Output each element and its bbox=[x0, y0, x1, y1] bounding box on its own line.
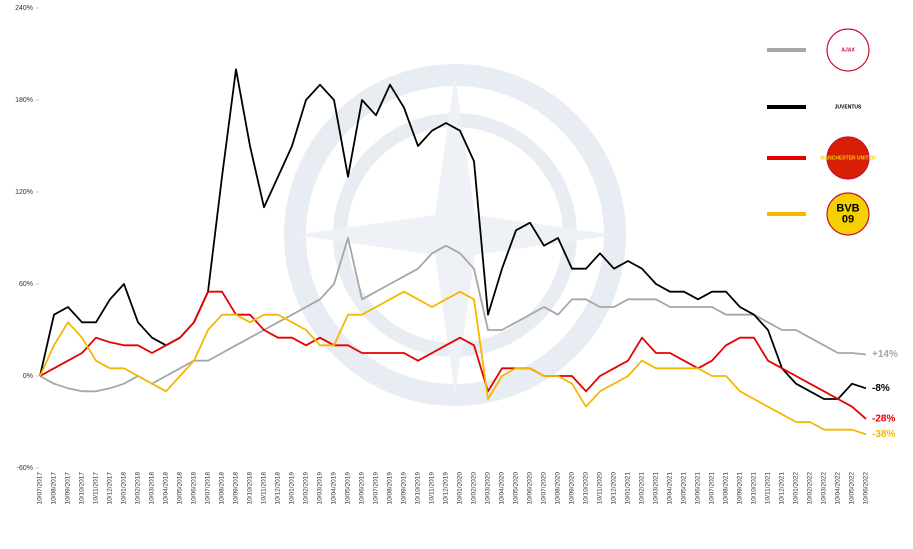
x-tick-label: 10/02/2021 bbox=[639, 472, 646, 505]
x-tick-label: 10/05/2022 bbox=[849, 472, 856, 505]
series-line bbox=[39, 290, 867, 420]
x-tick-label: 10/05/2021 bbox=[681, 472, 688, 505]
logo-badge bbox=[826, 28, 870, 72]
x-tick-label: 10/08/2020 bbox=[555, 472, 562, 505]
x-tick-label: 10/06/2019 bbox=[359, 472, 366, 505]
y-tick-label: 240% bbox=[15, 5, 33, 12]
x-tick-label: 10/11/2017 bbox=[93, 472, 100, 504]
x-tick-label: 10/07/2017 bbox=[37, 472, 44, 505]
y-tick-label: 0% bbox=[23, 373, 33, 380]
end-label: -8% bbox=[872, 383, 890, 394]
end-label: +14% bbox=[872, 349, 898, 360]
x-tick-label: 10/12/2019 bbox=[443, 472, 450, 505]
x-tick-label: 10/01/2021 bbox=[625, 472, 632, 505]
x-tick-label: 10/11/2021 bbox=[765, 472, 772, 504]
logo-text: BVB bbox=[836, 202, 859, 214]
logo-badge bbox=[826, 192, 870, 236]
x-tick-label: 10/07/2018 bbox=[205, 472, 212, 505]
logo-badge bbox=[827, 86, 869, 128]
x-tick-label: 10/04/2020 bbox=[499, 472, 506, 505]
legend-logo: AJAX bbox=[826, 28, 870, 72]
x-tick-label: 10/01/2022 bbox=[793, 472, 800, 505]
logo-badge bbox=[826, 136, 870, 180]
x-tick-label: 10/09/2017 bbox=[65, 472, 72, 505]
y-tick-label: -60% bbox=[17, 465, 33, 472]
x-tick-label: 10/09/2020 bbox=[569, 472, 576, 505]
x-tick-label: 10/02/2018 bbox=[135, 472, 142, 505]
x-tick-label: 10/03/2021 bbox=[653, 472, 660, 505]
x-tick-label: 10/03/2019 bbox=[317, 472, 324, 505]
x-tick-label: 10/02/2022 bbox=[807, 472, 814, 505]
end-label: -28% bbox=[872, 414, 895, 425]
x-tick-label: 10/03/2020 bbox=[485, 472, 492, 505]
series-line bbox=[39, 290, 867, 436]
x-tick-label: 10/04/2018 bbox=[163, 472, 170, 505]
x-tick-label: 10/05/2019 bbox=[345, 472, 352, 505]
x-tick-label: 10/02/2019 bbox=[303, 472, 310, 505]
x-tick-label: 10/07/2019 bbox=[373, 472, 380, 505]
x-tick-label: 10/05/2018 bbox=[177, 472, 184, 505]
x-tick-label: 10/04/2019 bbox=[331, 472, 338, 505]
x-tick-label: 10/08/2018 bbox=[219, 472, 226, 505]
x-tick-label: 10/01/2019 bbox=[289, 472, 296, 505]
x-tick-label: 10/02/2020 bbox=[471, 472, 478, 505]
x-tick-label: 10/10/2017 bbox=[79, 472, 86, 505]
x-tick-label: 10/09/2021 bbox=[737, 472, 744, 505]
logo-text: MANCHESTER UNITED bbox=[820, 155, 876, 161]
y-tick-label: 180% bbox=[15, 97, 33, 104]
x-tick-label: 10/03/2022 bbox=[821, 472, 828, 505]
x-tick-label: 10/12/2021 bbox=[779, 472, 786, 505]
end-label: -38% bbox=[872, 429, 895, 440]
x-tick-label: 10/06/2022 bbox=[863, 472, 870, 505]
x-tick-label: 10/06/2018 bbox=[191, 472, 198, 505]
x-tick-label: 10/08/2021 bbox=[723, 472, 730, 505]
legend-logo: JUVENTUS bbox=[827, 86, 869, 128]
x-tick-label: 10/11/2018 bbox=[261, 472, 268, 504]
x-tick-label: 10/11/2020 bbox=[597, 472, 604, 504]
x-tick-label: 10/10/2021 bbox=[751, 472, 758, 505]
x-tick-label: 10/12/2017 bbox=[107, 472, 114, 505]
x-tick-label: 10/10/2018 bbox=[247, 472, 254, 505]
x-tick-label: 10/12/2020 bbox=[611, 472, 618, 505]
x-tick-label: 10/03/2018 bbox=[149, 472, 156, 505]
y-tick-label: 60% bbox=[19, 281, 33, 288]
x-tick-label: 10/01/2018 bbox=[121, 472, 128, 505]
series-line bbox=[39, 237, 867, 393]
x-tick-label: 10/12/2018 bbox=[275, 472, 282, 505]
x-tick-label: 10/06/2020 bbox=[527, 472, 534, 505]
logo-text: JUVENTUS bbox=[835, 104, 862, 110]
x-tick-label: 10/05/2020 bbox=[513, 472, 520, 505]
y-tick-label: 120% bbox=[15, 189, 33, 196]
x-tick-label: 10/01/2020 bbox=[457, 472, 464, 505]
x-tick-label: 10/08/2019 bbox=[387, 472, 394, 505]
x-tick-label: 10/08/2017 bbox=[51, 472, 58, 505]
x-tick-label: 10/09/2018 bbox=[233, 472, 240, 505]
logo-text: 09 bbox=[842, 213, 854, 225]
x-tick-label: 10/10/2019 bbox=[415, 472, 422, 505]
x-tick-label: 10/04/2021 bbox=[667, 472, 674, 505]
x-tick-label: 10/07/2021 bbox=[709, 472, 716, 505]
x-tick-label: 10/10/2020 bbox=[583, 472, 590, 505]
x-tick-label: 10/06/2021 bbox=[695, 472, 702, 505]
legend-logo: MANCHESTER UNITED bbox=[820, 136, 876, 180]
x-tick-label: 10/09/2019 bbox=[401, 472, 408, 505]
x-tick-label: 10/04/2022 bbox=[835, 472, 842, 505]
logo-text: AJAX bbox=[841, 47, 855, 53]
x-tick-label: 10/07/2020 bbox=[541, 472, 548, 505]
watermark bbox=[284, 64, 626, 406]
x-tick-label: 10/11/2019 bbox=[429, 472, 436, 504]
